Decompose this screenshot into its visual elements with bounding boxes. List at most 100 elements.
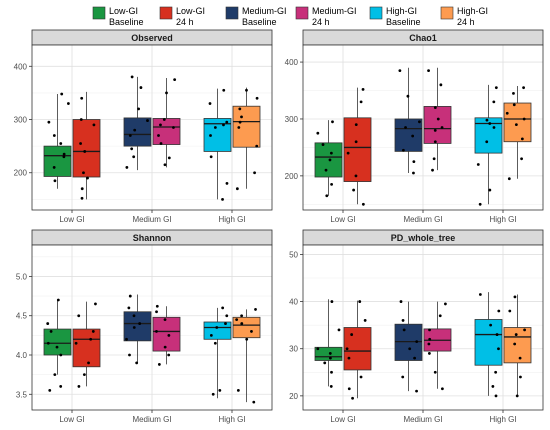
- data-point: [163, 318, 167, 322]
- data-point: [236, 388, 240, 392]
- data-point: [428, 328, 431, 332]
- data-point: [238, 107, 242, 111]
- data-point: [240, 314, 244, 318]
- data-point: [133, 128, 137, 132]
- data-point: [225, 181, 229, 185]
- data-point: [137, 107, 140, 111]
- data-point: [328, 356, 332, 360]
- data-point: [132, 314, 136, 318]
- data-point: [411, 134, 415, 138]
- data-point: [238, 120, 242, 124]
- box-body: [72, 328, 101, 368]
- data-point: [433, 106, 437, 109]
- y-tick-label: 30: [289, 345, 298, 354]
- box-low-gi-24h: [343, 300, 372, 400]
- box-body: [314, 142, 343, 178]
- x-tick-label: High GI: [218, 215, 245, 224]
- data-point: [522, 86, 525, 90]
- data-point: [337, 328, 341, 332]
- data-point: [325, 194, 329, 198]
- box-body: [423, 106, 452, 144]
- panel-chao1: Chao1 200 300 400 Low GI Medium GI High GI: [285, 29, 544, 224]
- data-point: [329, 151, 333, 155]
- data-point: [444, 302, 447, 306]
- data-point: [159, 142, 163, 145]
- data-point: [254, 308, 257, 311]
- data-point: [159, 123, 162, 127]
- data-point: [253, 171, 256, 175]
- data-point: [401, 148, 405, 152]
- data-point: [83, 150, 87, 153]
- data-point: [492, 100, 496, 104]
- data-point: [489, 323, 493, 327]
- legend-swatch: [159, 6, 173, 20]
- data-point: [155, 330, 158, 333]
- data-point: [245, 337, 249, 341]
- data-point: [523, 328, 526, 332]
- box-body: [43, 145, 72, 177]
- data-point: [433, 370, 437, 374]
- data-point: [399, 300, 403, 303]
- legend-label: Baseline: [109, 17, 144, 27]
- legend-label: Medium-GI: [312, 6, 357, 16]
- data-point: [221, 197, 224, 201]
- data-point: [82, 373, 86, 377]
- data-point: [505, 111, 509, 115]
- box-low-gi-baseline: [314, 299, 343, 388]
- legend-swatch: [369, 6, 383, 20]
- legend-label: Low-GI: [176, 6, 205, 16]
- data-point: [252, 400, 256, 404]
- data-point: [519, 375, 522, 379]
- data-point: [401, 375, 405, 379]
- data-point: [406, 94, 410, 98]
- box-body: [123, 311, 152, 342]
- data-point: [213, 341, 217, 345]
- data-point: [209, 333, 213, 337]
- data-point: [53, 179, 57, 183]
- data-point: [363, 319, 367, 322]
- box-medium-gi-baseline: [394, 300, 423, 393]
- data-point: [125, 166, 129, 169]
- legend-label: Baseline: [242, 17, 277, 27]
- data-point: [331, 120, 334, 124]
- data-point: [415, 340, 419, 344]
- box-high-gi-24h: [503, 294, 532, 398]
- legend-swatch: [295, 6, 309, 20]
- data-point: [209, 134, 212, 137]
- data-point: [361, 87, 365, 91]
- box-low-gi-baseline: [314, 120, 343, 198]
- legend-swatch: [225, 6, 239, 20]
- data-point: [80, 196, 84, 200]
- box-medium-gi-baseline: [394, 67, 423, 175]
- data-point: [359, 100, 363, 104]
- data-point: [346, 151, 350, 155]
- data-point: [427, 69, 430, 73]
- panel-title: Shannon: [133, 233, 172, 243]
- box-body: [343, 327, 372, 371]
- data-point: [488, 188, 492, 192]
- data-point: [515, 394, 519, 398]
- box-medium-gi-baseline: [123, 294, 152, 365]
- data-point: [240, 322, 244, 325]
- data-point: [139, 86, 143, 89]
- data-point: [324, 168, 328, 172]
- data-point: [418, 120, 421, 124]
- box-high-gi-baseline: [474, 84, 503, 206]
- box-body: [152, 118, 181, 145]
- data-point: [59, 385, 63, 388]
- data-point: [350, 333, 354, 336]
- data-point: [172, 126, 175, 129]
- box-medium-gi-24h: [423, 67, 452, 172]
- data-point: [128, 134, 132, 137]
- data-point: [428, 337, 432, 341]
- legend-swatch: [92, 6, 106, 20]
- box-body: [394, 118, 423, 152]
- data-point: [321, 143, 325, 146]
- data-point: [125, 337, 128, 341]
- panel-title: Chao1: [409, 33, 437, 43]
- y-tick-label: 4.5: [16, 312, 28, 321]
- data-point: [476, 163, 480, 166]
- box-low-gi-baseline: [43, 298, 72, 392]
